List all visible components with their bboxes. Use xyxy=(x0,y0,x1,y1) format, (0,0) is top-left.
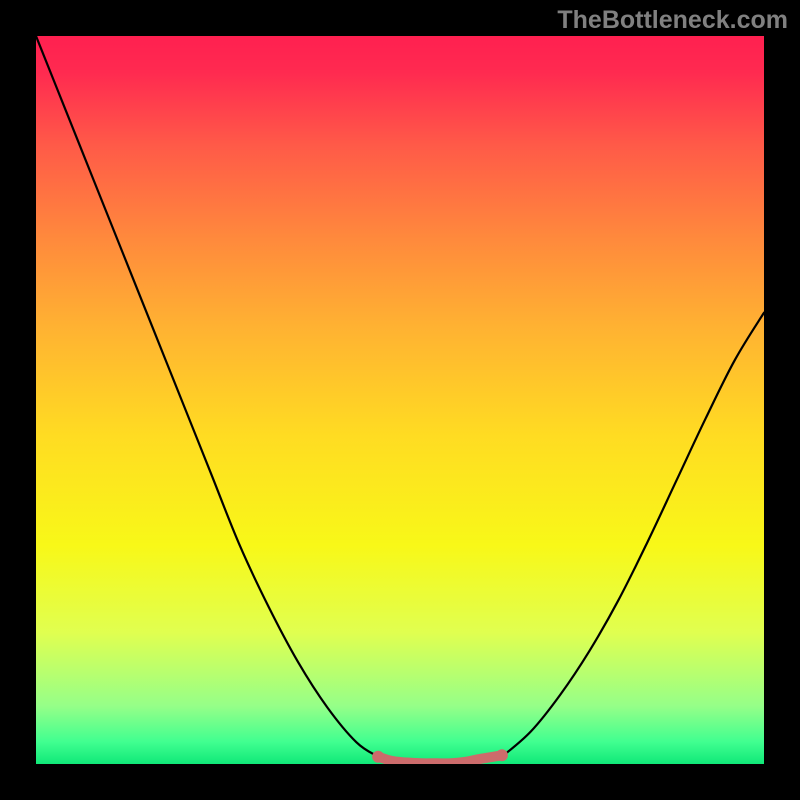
plot-area xyxy=(36,36,764,764)
chart-container: TheBottleneck.com xyxy=(0,0,800,800)
watermark-text: TheBottleneck.com xyxy=(557,6,788,35)
highlight-dot-left xyxy=(372,751,384,763)
plot-svg xyxy=(36,36,764,764)
highlight-dot-right xyxy=(496,749,508,761)
gradient-background xyxy=(36,36,764,764)
